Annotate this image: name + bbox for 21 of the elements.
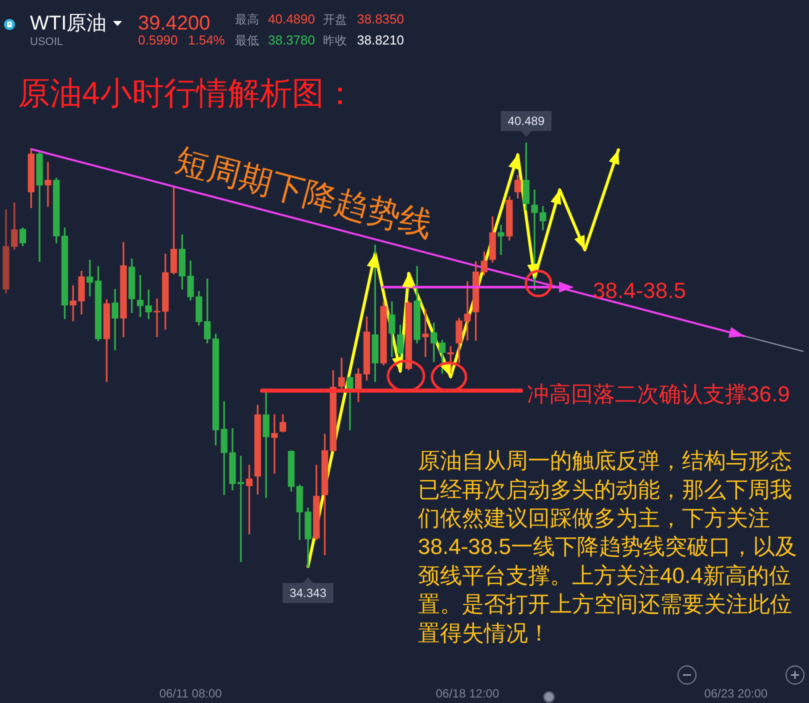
x-tick-label: 06/23 20:00 [704,686,768,701]
text: 38.8210 [357,32,404,48]
text: 38.3780 [268,32,315,48]
chart-title: 原油4小时行情解析图： [18,74,356,111]
x-tick-label: 06/18 12:00 [436,686,500,701]
annotation: 原油自从周一的触底反弹，结构与形态已经再次启动多头的动能，那么下周我们依然建议回踩做多为主，下方关注38.4-38.5一线下降趋势线突破口，以及颈线平台支撑。上方关注40.4新高的位置。是否打开上方空间还需要关注此位置得失情况！ [418,448,797,646]
ref-line-label: 冲高回落二次确认支撑36.9 [527,382,790,407]
text: 38.8350 [357,12,404,27]
annotation: 40.489 [508,114,545,128]
text: 0.5990 [138,32,178,48]
text: USOIL [30,36,64,48]
text: WTI原油 [30,12,107,35]
text: 1.54% [188,32,226,48]
text: 39.4200 [138,12,210,35]
x-tick-label: 06/11 08:00 [159,686,222,701]
text: 40.4890 [268,12,315,27]
annotation: 34.343 [290,586,327,600]
text: 最低 [235,33,259,48]
text: 开盘 [323,12,347,26]
text: 昨收 [323,33,347,48]
text: 最高 [235,12,259,26]
